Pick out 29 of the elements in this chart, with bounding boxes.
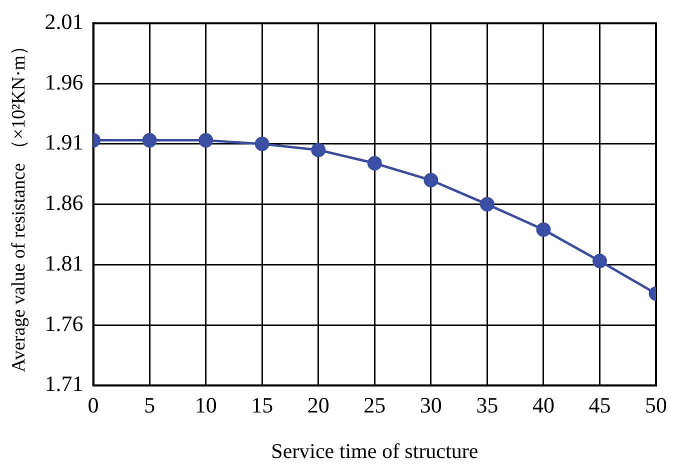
y-axis-title: Average value of resistance （×10²KN·m） — [8, 36, 30, 372]
y-tick-label: 1.96 — [44, 69, 84, 94]
x-tick-label: 5 — [144, 392, 156, 418]
x-tick-label: 20 — [307, 392, 330, 418]
x-tick-label: 25 — [364, 392, 386, 418]
y-tick-label: 1.86 — [44, 190, 84, 216]
x-tick-label: 50 — [645, 392, 667, 418]
y-tick-label: 1.91 — [44, 130, 84, 155]
point — [311, 142, 326, 158]
point — [592, 254, 607, 268]
y-tick-label: 1.71 — [44, 371, 84, 396]
point — [536, 222, 551, 237]
point — [480, 197, 494, 212]
y-tick-label: 1.76 — [44, 310, 84, 336]
point — [424, 172, 438, 188]
point — [198, 133, 214, 148]
point — [367, 156, 382, 170]
x-tick-label: 45 — [588, 392, 611, 418]
y-tick-label: 1.81 — [44, 250, 84, 276]
x-tick-label: 35 — [476, 392, 498, 418]
x-tick-label: 30 — [420, 392, 442, 418]
x-tick-label: 40 — [532, 392, 554, 418]
y-tick-label: 2.01 — [44, 8, 84, 34]
x-axis-title: Service time of structure — [271, 438, 478, 463]
x-tick-label: 15 — [251, 392, 274, 418]
point — [142, 133, 157, 148]
x-tick-label: 10 — [194, 392, 217, 418]
x-tick-label: 0 — [88, 392, 99, 418]
point — [254, 136, 270, 152]
